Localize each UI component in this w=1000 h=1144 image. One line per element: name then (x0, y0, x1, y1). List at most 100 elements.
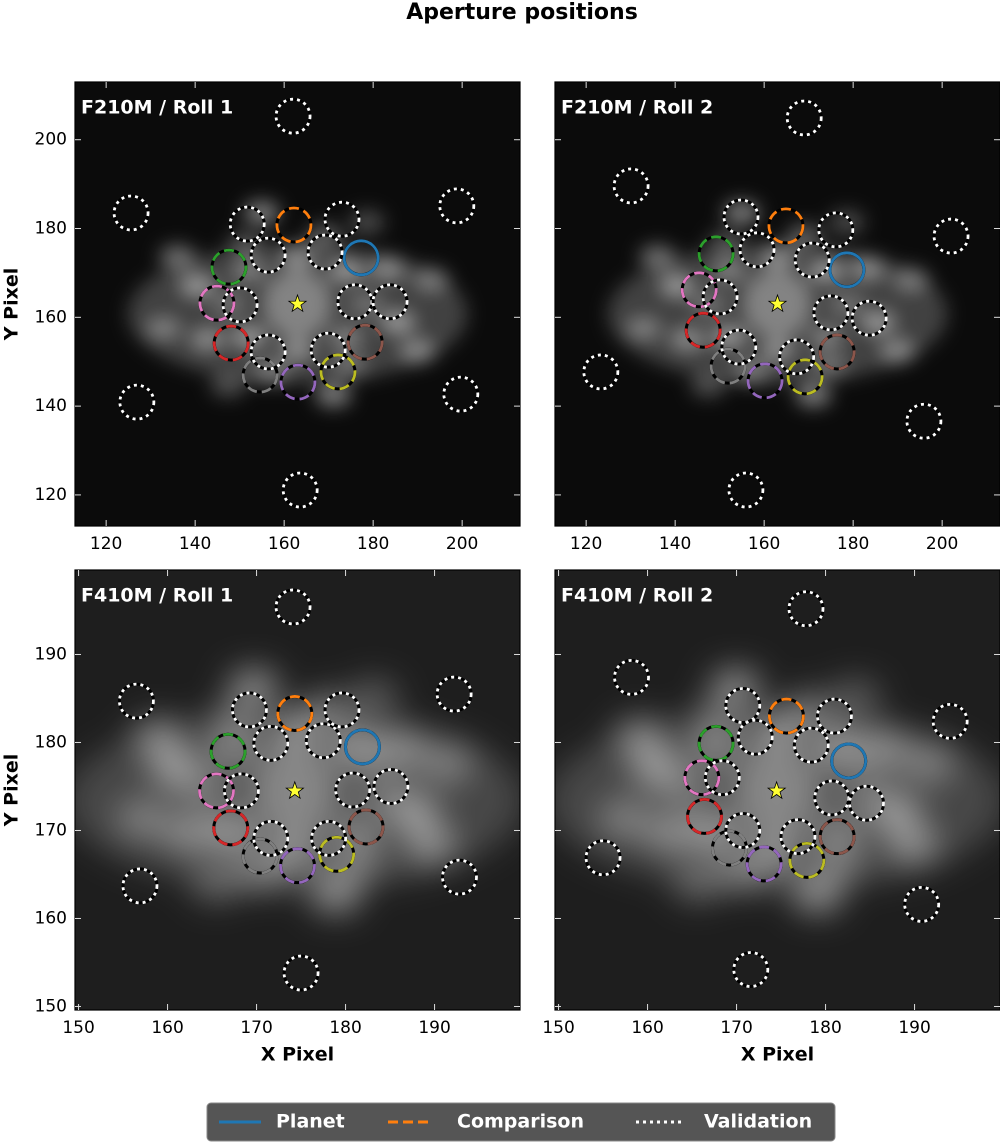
star-marker (285, 780, 305, 800)
panel-frame (74, 81, 521, 527)
aperture (274, 97, 312, 135)
aperture (228, 205, 266, 243)
glow-spot (328, 325, 365, 350)
aperture (241, 356, 279, 394)
legend-box (206, 1102, 836, 1142)
star-marker (766, 780, 787, 800)
panel-frame (554, 81, 1000, 527)
glow-spot (811, 843, 864, 884)
x-tick-label: 180 (809, 1018, 841, 1038)
aperture (241, 837, 279, 875)
glow-spot (782, 690, 835, 731)
aperture (736, 718, 774, 756)
x-tick-label: 120 (90, 534, 122, 554)
glow-spot (709, 667, 762, 708)
aperture (371, 283, 409, 321)
aperture (118, 682, 155, 720)
glow-spot (614, 717, 667, 758)
aperture (612, 167, 650, 205)
aperture (720, 328, 758, 366)
aperture (112, 194, 150, 232)
glow-spot (689, 698, 742, 739)
aperture (210, 248, 248, 286)
glow-spot (300, 690, 353, 731)
aperture (344, 728, 381, 766)
aperture (309, 331, 347, 369)
x-tick-label: 180 (837, 534, 869, 554)
aperture (778, 338, 816, 376)
aperture (275, 206, 313, 244)
aperture (745, 845, 783, 883)
aperture (212, 324, 250, 362)
glow-spot (887, 824, 940, 865)
aperture (442, 375, 480, 413)
star-marker (287, 293, 308, 313)
aperture (274, 588, 312, 626)
x-tick-label: 190 (898, 1018, 930, 1038)
aperture (613, 658, 650, 696)
aperture (767, 207, 805, 245)
glow-spot (644, 812, 697, 853)
image-glow-layer (127, 200, 468, 408)
glow-spot (309, 874, 362, 915)
panel-title: F210M / Roll 2 (561, 97, 713, 119)
x-tick-label: 160 (268, 534, 300, 554)
aperture (830, 742, 868, 780)
aperture (792, 726, 830, 764)
panel-title: F410M / Roll 2 (561, 585, 713, 607)
glow-spot (718, 851, 771, 892)
glow-spot (859, 310, 896, 335)
aperture (231, 691, 268, 729)
aperture (697, 724, 735, 762)
apertures (584, 590, 969, 989)
glow-spot (159, 244, 196, 269)
aperture (727, 471, 765, 509)
y-axis-label: Y Pixel (1, 754, 23, 827)
x-tick-label: 150 (542, 1018, 574, 1038)
aperture (282, 954, 320, 992)
glow-spot (710, 325, 747, 350)
aperture (279, 363, 317, 401)
y-tick-label: 120 (35, 485, 67, 505)
aperture (788, 842, 826, 879)
aperture (724, 687, 762, 724)
aperture (118, 383, 156, 421)
aperture (686, 798, 723, 835)
glow-spot (829, 678, 882, 719)
aperture (684, 311, 722, 349)
glow-spot (210, 292, 247, 316)
figure-title: Aperture positions (406, 0, 638, 25)
aperture (932, 217, 970, 255)
glow-spot (723, 200, 760, 225)
aperture (372, 768, 410, 805)
aperture (746, 362, 784, 400)
x-tick-label: 180 (329, 1018, 361, 1038)
glow-spot (893, 267, 930, 292)
x-tick-label: 140 (179, 534, 211, 554)
glow-spot (374, 729, 427, 770)
aperture (701, 278, 739, 316)
glow-spot (808, 325, 845, 350)
glow-spot (828, 210, 865, 235)
glow-spot (710, 258, 747, 283)
glow-spot (330, 728, 383, 769)
x-tick-label: 160 (748, 534, 780, 554)
aperture (779, 818, 817, 856)
glow-spot (230, 258, 267, 283)
glow-spot (856, 729, 909, 770)
panel-title: F210M / Roll 1 (81, 97, 233, 119)
x-tick-label: 170 (720, 1018, 752, 1038)
aperture (732, 951, 770, 988)
glow-spot (690, 373, 727, 398)
star-marker (767, 293, 788, 313)
x-tick-label: 150 (62, 1018, 94, 1038)
aperture (793, 241, 831, 279)
apertures (117, 588, 478, 992)
aperture (818, 333, 856, 371)
aperture (848, 784, 885, 822)
y-tick-label: 160 (35, 908, 67, 928)
aperture (722, 198, 760, 236)
aperture (252, 820, 290, 857)
aperture (306, 233, 344, 271)
